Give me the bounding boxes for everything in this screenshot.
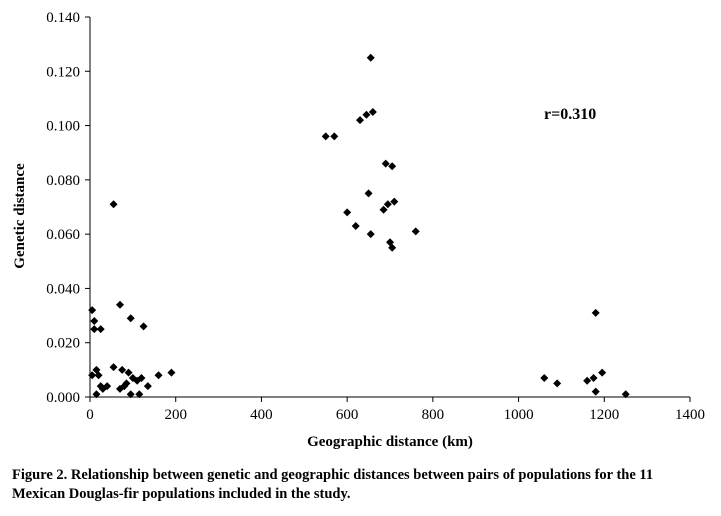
data-point [379, 205, 388, 214]
data-point [540, 374, 549, 382]
data-point [356, 116, 364, 125]
data-point [589, 374, 598, 382]
data-point [88, 371, 97, 380]
data-point [388, 243, 397, 252]
data-point [411, 227, 420, 236]
data-point [103, 382, 112, 391]
y-tick-label: 0.060 [46, 227, 80, 243]
data-point [591, 387, 600, 396]
data-point [90, 325, 99, 334]
data-point [621, 390, 630, 399]
data-point [126, 390, 135, 399]
data-point [135, 390, 144, 399]
data-point [122, 379, 131, 388]
data-point [137, 374, 146, 382]
figure-caption: Figure 2. Relationship between genetic a… [12, 466, 712, 504]
data-point [321, 132, 330, 141]
data-point [583, 376, 592, 385]
x-tick-label: 1000 [504, 407, 534, 423]
scatter-chart: 0 200 400 600 800 1000 1200 1400 0.000 0.020 0.04… [12, 10, 705, 450]
correlation-annotation: r=0.310 [544, 106, 596, 123]
data-point [120, 382, 129, 391]
data-point [88, 306, 97, 315]
data-point [124, 368, 133, 377]
x-tick-label: 600 [336, 407, 359, 423]
data-point [388, 162, 397, 171]
y-axis-ticks: 0.000 0.020 0.040 0.060 0.080 0.100 0.120 0.140 [46, 10, 90, 406]
data-point [90, 317, 99, 325]
data-point [364, 189, 373, 198]
data-point [330, 132, 339, 141]
chart-axes [89, 17, 690, 398]
x-tick-label: 1200 [589, 407, 619, 423]
y-tick-label: 0.020 [46, 336, 80, 352]
data-point [343, 208, 352, 217]
data-point [362, 110, 371, 119]
caption-line-1: Figure 2. Relationship between genetic a… [12, 467, 654, 483]
data-point [381, 159, 390, 168]
data-point [366, 230, 375, 239]
y-tick-label: 0.000 [46, 390, 80, 406]
x-axis-ticks: 0 200 400 600 800 1000 1200 1400 [86, 397, 705, 423]
data-point [368, 108, 377, 116]
data-point [139, 322, 148, 331]
y-tick-label: 0.040 [46, 281, 80, 297]
data-point [167, 368, 176, 377]
data-point [553, 379, 562, 388]
data-point [351, 222, 360, 230]
data-point [591, 308, 600, 317]
data-point [366, 53, 375, 62]
data-point [116, 300, 124, 309]
y-tick-label: 0.140 [46, 10, 80, 26]
y-tick-label: 0.080 [46, 173, 80, 189]
x-axis-title: Geographic distance (km) [307, 434, 473, 450]
y-tick-label: 0.120 [46, 64, 80, 80]
x-tick-label: 0 [86, 407, 94, 423]
caption-line-2: Mexican Douglas-fir populations included… [12, 486, 351, 502]
x-tick-label: 200 [164, 407, 187, 423]
data-point [383, 200, 392, 209]
data-point [598, 368, 607, 377]
data-point [126, 314, 135, 323]
data-point [92, 390, 101, 399]
data-point [96, 325, 105, 334]
data-point [94, 371, 103, 380]
x-tick-label: 800 [422, 407, 445, 423]
data-point [154, 371, 163, 380]
data-point [109, 363, 118, 372]
x-tick-label: 1400 [675, 407, 705, 423]
y-axis-title: Genetic distance [12, 163, 28, 269]
x-tick-label: 400 [250, 407, 273, 423]
y-tick-label: 0.100 [46, 119, 80, 135]
data-point [118, 365, 127, 374]
data-points [88, 53, 630, 399]
data-point [143, 382, 152, 391]
data-point [390, 197, 399, 206]
data-point [109, 200, 118, 209]
